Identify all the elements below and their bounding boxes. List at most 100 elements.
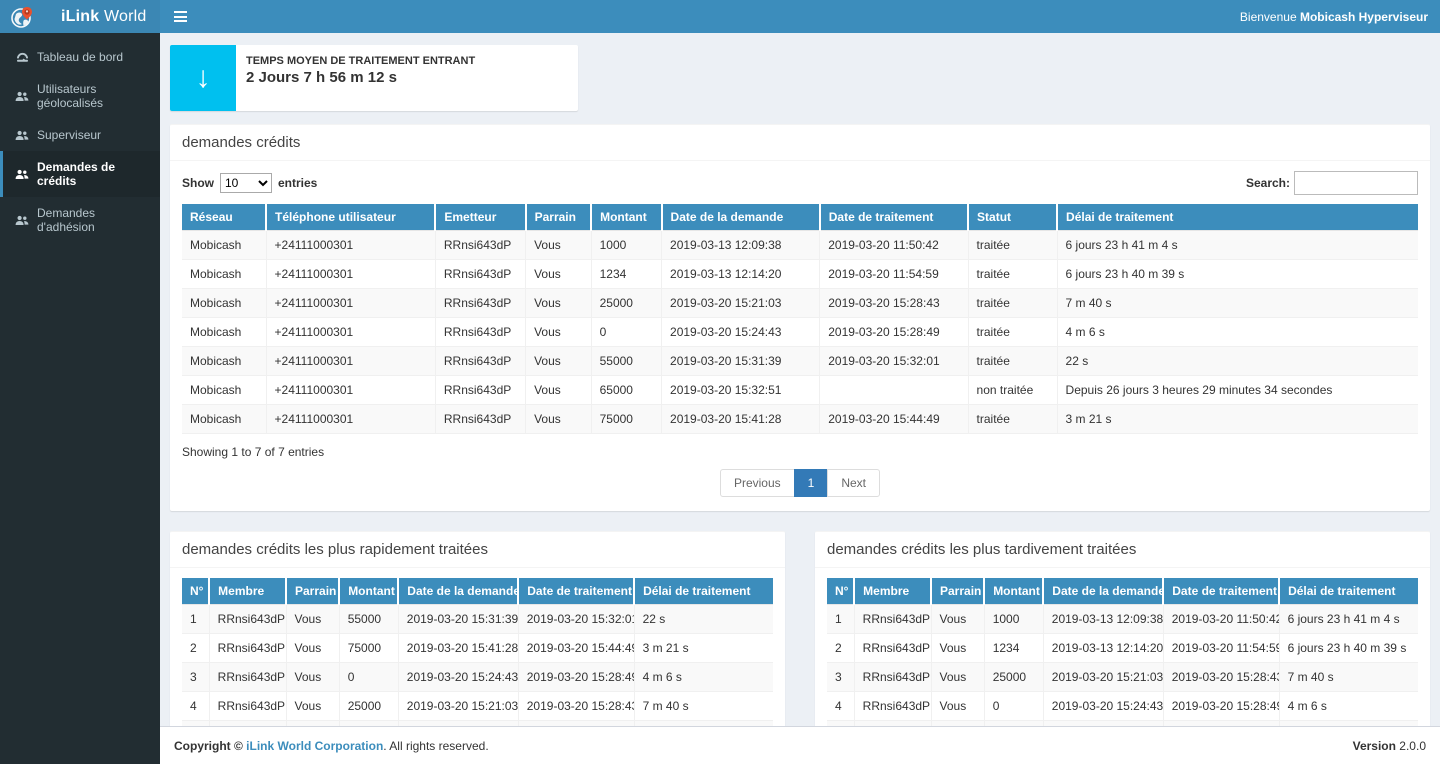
sidebar-toggle-button[interactable]: [160, 0, 200, 33]
table-cell: traitée: [967, 317, 1058, 347]
table-cell: Mobicash: [182, 288, 267, 318]
table-cell: 3 m 21 s: [633, 633, 773, 663]
sidebar-item-label: Demandes d'adhésion: [37, 206, 96, 234]
table-cell: 6 jours 23 h 40 m 39 s: [1278, 633, 1418, 663]
table-cell: 25000: [983, 662, 1044, 692]
table-cell: RRnsi643dP: [434, 346, 527, 376]
fastest-credits-box: demandes crédits les plus rapidement tra…: [170, 531, 785, 726]
table-cell: Vous: [285, 720, 340, 726]
table-row: 1 RRnsi643dP Vous 55000 2019-03-20 15:31:39 2…: [182, 604, 773, 634]
table-cell: 3: [182, 662, 210, 692]
table-cell: 2019-03-20 15:32:51: [661, 375, 821, 405]
box-title: demandes crédits les plus tardivement tr…: [827, 541, 1137, 558]
column-header[interactable]: Délai de traitement: [1057, 204, 1418, 231]
table-cell: 1234: [590, 259, 663, 289]
table-cell: 2019-03-20 15:28:43: [819, 288, 969, 318]
sidebar-item-utilisateurs-geolocalises[interactable]: Utilisateurs géolocalisés: [0, 73, 160, 119]
page-length-select[interactable]: 10: [220, 173, 272, 193]
table-cell: 2019-03-13 12:14:20: [1042, 633, 1164, 663]
column-header[interactable]: Montant: [591, 204, 663, 231]
table-row: 1 RRnsi643dP Vous 1000 2019-03-13 12:09:38 20…: [827, 604, 1418, 634]
table-cell: RRnsi643dP: [434, 288, 527, 318]
table-cell: 6 jours 23 h 40 m 39 s: [633, 720, 773, 726]
top-navbar: iLink World Bienvenue Mobicash Hypervise…: [0, 0, 1440, 33]
table-cell: RRnsi643dP: [434, 259, 527, 289]
table-cell: 6 jours 23 h 40 m 39 s: [1056, 259, 1418, 289]
arrow-down-icon: ↓: [170, 45, 236, 111]
column-header[interactable]: N°: [827, 578, 856, 605]
column-header[interactable]: Date de traitement: [518, 578, 636, 605]
brand[interactable]: iLink World: [0, 0, 160, 33]
sidebar-item-demandes-de-credits[interactable]: Demandes de crédits: [0, 151, 160, 197]
table-cell: +24111000301: [265, 230, 436, 260]
users-icon: [15, 168, 29, 180]
column-header[interactable]: Date de la demande: [1043, 578, 1165, 605]
table-cell: 2019-03-13 12:09:38: [661, 230, 821, 260]
sidebar-item-label: Superviseur: [37, 128, 102, 142]
column-header[interactable]: Date de la demande: [398, 578, 520, 605]
table-cell: 2: [182, 633, 210, 663]
table-cell: 22 s: [633, 604, 773, 634]
search-label: Search:: [1245, 176, 1290, 190]
column-header[interactable]: N°: [182, 578, 211, 605]
table-cell: 5: [182, 720, 210, 726]
column-header[interactable]: Parrain: [931, 578, 986, 605]
table-row: Mobicash +24111000301 RRnsi643dP Vous 1000 20…: [182, 230, 1418, 260]
column-header[interactable]: Téléphone utilisateur: [266, 204, 437, 231]
column-header[interactable]: Date de traitement: [819, 204, 970, 231]
copyright-text: Copyright © iLink World Corporation. All…: [174, 738, 489, 753]
table-cell: Vous: [525, 404, 592, 434]
table-cell: 2019-03-13 12:14:20: [661, 259, 821, 289]
table-cell: RRnsi643dP: [208, 604, 287, 634]
table-cell: RRnsi643dP: [208, 662, 287, 692]
pagination: Previous 1 Next: [182, 469, 1418, 497]
table-cell: non traitée: [967, 375, 1058, 405]
table-cell: Vous: [525, 346, 592, 376]
table-cell: traitée: [967, 404, 1058, 434]
table-cell: 2019-03-20 11:50:42: [819, 230, 969, 260]
table-cell: traitée: [967, 346, 1058, 376]
table-cell: 2019-03-20 15:28:43: [1162, 662, 1280, 692]
search-input[interactable]: [1294, 171, 1418, 195]
company-link[interactable]: iLink World Corporation: [246, 738, 384, 753]
table-cell: RRnsi643dP: [434, 404, 527, 434]
column-header[interactable]: Parrain: [525, 204, 593, 231]
table-cell: 1: [182, 604, 210, 634]
table-cell: Vous: [285, 662, 340, 692]
column-header[interactable]: Statut: [968, 204, 1059, 231]
table-cell: RRnsi643dP: [434, 375, 527, 405]
table-cell: 1000: [590, 230, 663, 260]
next-page-button[interactable]: Next: [827, 469, 881, 497]
column-header[interactable]: Membre: [854, 578, 932, 605]
sidebar: Tableau de bord Utilisateurs géolocalisé…: [0, 33, 160, 764]
column-header[interactable]: Membre: [209, 578, 287, 605]
brand-title: iLink World: [61, 7, 147, 25]
table-cell: 3 m 21 s: [1056, 404, 1418, 434]
column-header[interactable]: Date de traitement: [1163, 578, 1281, 605]
column-header[interactable]: Parrain: [286, 578, 341, 605]
column-header[interactable]: Réseau: [182, 204, 268, 231]
column-header[interactable]: Montant: [984, 578, 1045, 605]
table-cell: 2019-03-20 15:21:03: [1042, 662, 1164, 692]
column-header[interactable]: Date de la demande: [661, 204, 821, 231]
page-1-button[interactable]: 1: [793, 469, 829, 497]
users-icon: [15, 129, 29, 141]
sidebar-item-tableau-de-bord[interactable]: Tableau de bord: [0, 41, 160, 73]
table-cell: 2019-03-20 15:31:39: [661, 346, 821, 376]
sidebar-item-demandes-adhesion[interactable]: Demandes d'adhésion: [0, 197, 160, 243]
column-header[interactable]: Emetteur: [435, 204, 527, 231]
table-row: 3 RRnsi643dP Vous 25000 2019-03-20 15:21:03 2…: [827, 662, 1418, 692]
previous-page-button[interactable]: Previous: [719, 469, 795, 497]
table-cell: 0: [590, 317, 663, 347]
sidebar-item-superviseur[interactable]: Superviseur: [0, 119, 160, 151]
column-header[interactable]: Délai de traitement: [634, 578, 773, 605]
table-cell: Mobicash: [182, 346, 267, 376]
dashboard-icon: [15, 51, 29, 63]
column-header[interactable]: Délai de traitement: [1279, 578, 1418, 605]
table-row: Mobicash +24111000301 RRnsi643dP Vous 65000 2…: [182, 375, 1418, 405]
table-cell: 2019-03-20 15:24:43: [397, 662, 519, 692]
table-cell: +24111000301: [265, 346, 436, 376]
column-header[interactable]: Montant: [339, 578, 400, 605]
table-cell: 4 m 6 s: [1056, 317, 1418, 347]
content-area: ↓ TEMPS MOYEN DE TRAITEMENT ENTRANT 2 Jo…: [160, 33, 1440, 726]
